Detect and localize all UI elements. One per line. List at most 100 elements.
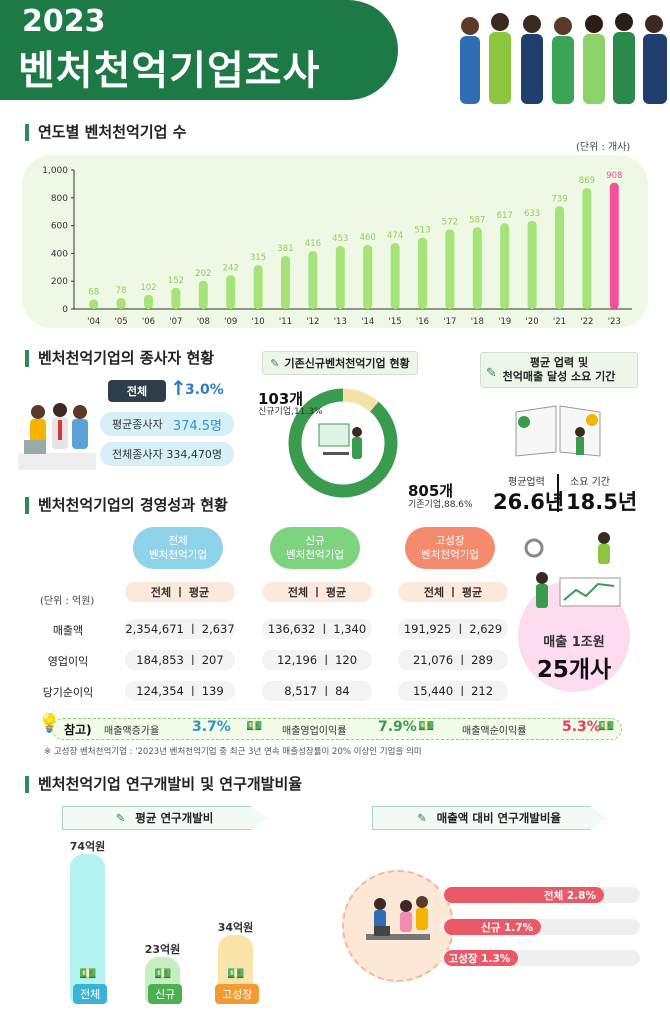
donut-title: 기존신규벤처천억기업 현황 (284, 357, 410, 370)
avg-employees-label: 평균종사자 (112, 418, 163, 431)
y-tick-label: 1,000 (42, 166, 68, 176)
total-employees-pill: 전체종사자 334,470명 (100, 442, 234, 466)
person-figure-2 (489, 13, 511, 104)
year-bar (308, 251, 318, 309)
year-bar (500, 223, 510, 309)
year-category-label: '18 (471, 317, 484, 327)
money-icon: 💵 (246, 719, 263, 734)
money-icon: 💵 (598, 719, 615, 734)
money-icon: 💵 (418, 719, 435, 734)
new-company-count: 103개 (258, 390, 304, 408)
analyst-illustration (318, 423, 362, 459)
year-value-label: 78 (116, 286, 127, 296)
rnd-category-label: 고성장 (215, 984, 260, 1004)
year-bar (527, 221, 537, 309)
year-value-label: 381 (277, 244, 293, 254)
ratio-bar: 신규 1.7% (444, 919, 542, 935)
year-bar (335, 246, 345, 309)
business-people-illustration (460, 13, 667, 104)
year-value-label: 460 (360, 233, 376, 243)
page-title: 벤처천억기업조사 (18, 48, 321, 94)
year-category-label: '16 (416, 317, 429, 327)
ratio-illustration-circle (342, 870, 454, 982)
header-all: 전체 ㅣ 평균 (125, 582, 235, 602)
year-value-label: 102 (140, 283, 156, 293)
year-category-label: '06 (142, 317, 155, 327)
year-bar (171, 287, 181, 309)
office-workers-illustration (18, 403, 96, 470)
table-cell: 21,076 ㅣ 289 (398, 650, 508, 670)
year-category-label: '10 (252, 317, 265, 327)
new-existing-donut-chart (288, 388, 398, 498)
person-figure-4 (552, 17, 574, 104)
ratio-rnd-tag: ✎ 매출액 대비 연구개발비율 (372, 806, 606, 830)
group-new: 신규 벤처천억기업 (270, 527, 360, 569)
rnd-category-label: 전체 (73, 984, 108, 1004)
employees-total-badge: 전체 (108, 380, 166, 402)
year-bar (390, 243, 400, 309)
team-meeting-illustration (366, 896, 430, 940)
pencil-icon: ✎ (486, 366, 497, 381)
total-employees-value: 334,470명 (166, 448, 222, 461)
trillion-value: 25개사 (536, 657, 612, 683)
year-value-label: 633 (524, 209, 540, 219)
survey-year: 2023 (22, 4, 106, 39)
year-bar (609, 182, 619, 309)
y-tick-label: 200 (51, 277, 68, 287)
year-bar (555, 206, 564, 309)
trillion-label: 매출 1조원 (543, 635, 605, 650)
year-bar (418, 237, 427, 309)
yearly-unit: (단위 : 개사) (576, 142, 631, 153)
year-category-label: '23 (608, 317, 621, 327)
ref-item-3-name: 매출액순이익률 (462, 726, 527, 737)
year-category-label: '22 (580, 317, 593, 327)
header-high-growth: 전체 ㅣ 평균 (398, 582, 508, 602)
pencil-icon: ✎ (416, 811, 427, 825)
ratio-bar: 고성장 1.3% (444, 950, 519, 966)
performance-unit: (단위 : 억원) (40, 596, 95, 607)
table-cell: 136,632 ㅣ 1,340 (262, 619, 372, 639)
y-tick-label: 800 (51, 194, 68, 204)
rnd-value-label: 74억원 (69, 840, 106, 853)
year-category-label: '04 (87, 317, 100, 327)
age-divider (557, 474, 559, 512)
year-category-label: '07 (169, 317, 182, 327)
year-category-label: '13 (334, 317, 347, 327)
rnd-bar (70, 854, 105, 1004)
year-bar (472, 227, 482, 309)
table-cell: 8,517 ㅣ 84 (262, 681, 372, 701)
employees-section-title: 벤처천억기업의 종사자 현황 (25, 350, 214, 367)
row-label: 당기순이익 (42, 686, 94, 699)
year-category-label: '11 (279, 317, 292, 327)
year-bar (226, 275, 236, 309)
business-age-title-1: 평균 업력 및 (529, 356, 589, 369)
year-bar (253, 265, 263, 309)
avg-age-label: 평균업력 (508, 477, 545, 488)
money-icon: 💵 (227, 966, 245, 982)
table-cell: 15,440 ㅣ 212 (398, 681, 508, 701)
avg-employees-pill: 평균종사자 374.5명 (100, 412, 234, 436)
existing-company-count: 805개 (408, 482, 454, 500)
rnd-value-label: 23억원 (144, 943, 181, 957)
arrow-up-icon: ↑ (170, 376, 187, 400)
reference-label: 참고) (64, 723, 92, 737)
rnd-category-label: 신규 (148, 984, 183, 1004)
year-category-label: '14 (361, 317, 374, 327)
employees-growth: 3.0% (185, 382, 224, 398)
group-high-growth: 고성장 벤처천억기업 (405, 527, 495, 569)
business-age-title-2: 천억매출 달성 소요 기간 (502, 370, 616, 383)
donut-title-tag: ✎ 기존신규벤처천억기업 현황 (262, 351, 418, 375)
duration-label: 소요 기간 (570, 477, 610, 488)
year-value-label: 315 (250, 253, 266, 263)
person-figure-7 (643, 15, 667, 104)
year-value-label: 416 (305, 239, 321, 249)
year-category-label: '19 (498, 317, 511, 327)
year-bar (445, 229, 455, 309)
y-tick-label: 400 (51, 249, 68, 259)
ref-item-2-value: 7.9% (378, 719, 417, 735)
year-value-label: 908 (606, 171, 622, 181)
header-new: 전체 ㅣ 평균 (262, 582, 372, 602)
open-book-illustration (515, 405, 601, 457)
year-bar (281, 256, 290, 309)
footnote: ※ 고성장 벤처천억기업 : '2023년 벤처천억기업 중 최근 3년 연속 … (44, 747, 422, 757)
